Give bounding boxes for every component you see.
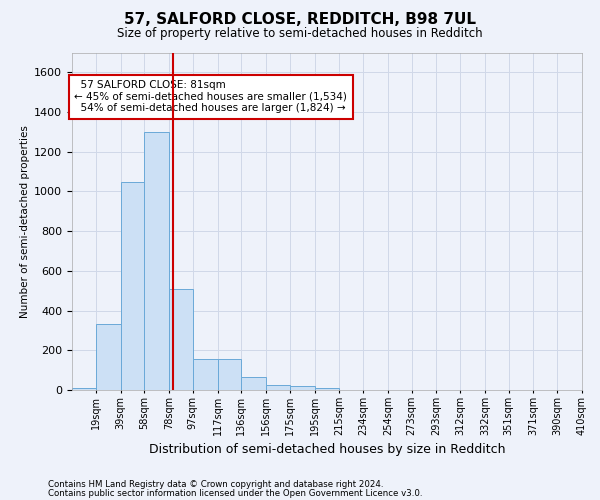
- Bar: [121, 182, 144, 390]
- Bar: [144, 132, 169, 390]
- Text: Contains HM Land Registry data © Crown copyright and database right 2024.: Contains HM Land Registry data © Crown c…: [48, 480, 383, 489]
- Bar: [95, 324, 121, 390]
- Text: 57, SALFORD CLOSE, REDDITCH, B98 7UL: 57, SALFORD CLOSE, REDDITCH, B98 7UL: [124, 12, 476, 28]
- Bar: [169, 289, 193, 390]
- Bar: [290, 386, 314, 390]
- Bar: [241, 377, 266, 390]
- Bar: [266, 385, 290, 390]
- Bar: [193, 359, 218, 390]
- Text: Size of property relative to semi-detached houses in Redditch: Size of property relative to semi-detach…: [117, 28, 483, 40]
- X-axis label: Distribution of semi-detached houses by size in Redditch: Distribution of semi-detached houses by …: [149, 444, 505, 456]
- Bar: [314, 388, 340, 390]
- Text: 57 SALFORD CLOSE: 81sqm
← 45% of semi-detached houses are smaller (1,534)
  54% : 57 SALFORD CLOSE: 81sqm ← 45% of semi-de…: [74, 80, 347, 114]
- Text: Contains public sector information licensed under the Open Government Licence v3: Contains public sector information licen…: [48, 489, 422, 498]
- Bar: [218, 359, 241, 390]
- Y-axis label: Number of semi-detached properties: Number of semi-detached properties: [20, 125, 30, 318]
- Bar: [72, 388, 95, 390]
